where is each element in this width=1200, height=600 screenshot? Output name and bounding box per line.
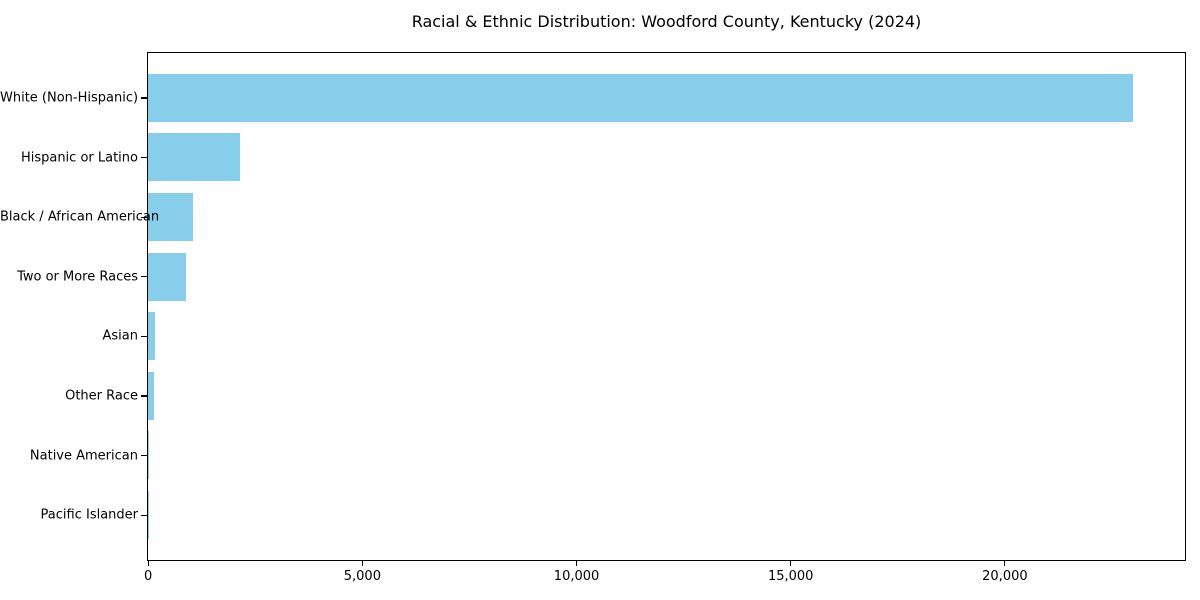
y-tick-mark [141,97,147,99]
category-label: Native American [29,448,138,464]
bar [148,431,150,480]
bar [148,371,154,420]
bar [148,133,240,182]
bar-row [148,187,1185,247]
chart-title: Racial & Ethnic Distribution: Woodford C… [411,12,922,31]
plot-area [147,52,1186,561]
category-label: Pacific Islander [40,507,138,523]
category-label: Asian [102,328,138,344]
bar [148,192,193,241]
y-tick-mark [141,276,147,278]
x-tick-label: 15,000 [767,569,814,584]
bar [148,312,156,361]
category-label: Hispanic or Latino [20,150,138,166]
bar-row [148,128,1185,188]
category-label: Other Race [65,388,138,404]
y-tick-mark [141,514,147,516]
x-tick-label: 20,000 [982,569,1028,584]
bar-row [148,426,1185,486]
x-tick-mark [361,561,363,566]
x-tick-label: 0 [144,569,153,584]
y-tick-mark [141,335,147,337]
bar-row [148,68,1185,128]
category-label: Black / African American [0,209,160,225]
x-tick-mark [575,561,578,566]
x-tick-label: 10,000 [553,569,600,584]
bar [148,252,186,301]
category-label: White (Non-Hispanic) [0,90,139,106]
x-tick-label: 5,000 [343,569,381,584]
category-label: Two or More Races [17,269,138,285]
y-tick-mark [141,157,147,159]
y-tick-mark [141,395,147,397]
bar-row [148,247,1185,307]
bar [148,73,1134,122]
y-tick-mark [141,216,147,218]
x-tick-mark [790,561,792,566]
bars-container [148,53,1185,560]
bar-row [148,366,1185,426]
x-tick-mark [1004,561,1006,566]
x-tick-mark [147,561,149,566]
bar-row [148,306,1185,366]
bar-row [148,485,1185,545]
y-tick-mark [141,455,147,457]
